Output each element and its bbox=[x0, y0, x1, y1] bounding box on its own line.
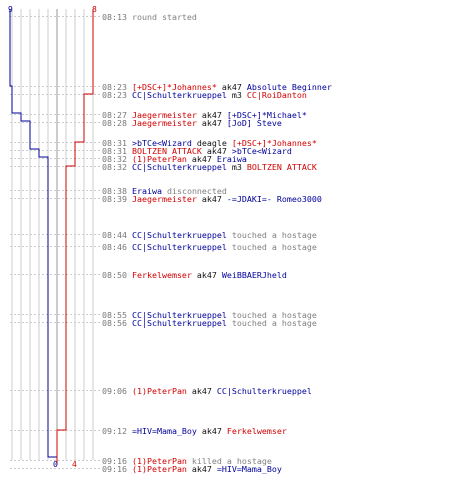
weapon-label: ak47 bbox=[216, 82, 247, 92]
player-name: >bTCe<Wizard bbox=[131, 138, 192, 148]
event-time: 08:50 bbox=[102, 270, 132, 280]
event-row: 09:16 (1)PeterPan killed a hostage bbox=[102, 457, 272, 465]
event-time: 08:46 bbox=[102, 242, 132, 252]
player-name: (1)PeterPan bbox=[131, 154, 187, 164]
player-name: Jaegermeister bbox=[131, 110, 197, 120]
red-team-line bbox=[56, 9, 94, 465]
player-name: Jaegermeister bbox=[131, 194, 197, 204]
player-name: Ferkelwemser bbox=[226, 426, 287, 436]
event-row: 08:39 Jaegermeister ak47 -=JDAKI=- Romeo… bbox=[102, 195, 322, 203]
player-name: =HIV=Mama_Boy bbox=[216, 464, 282, 474]
weapon-label: ak47 bbox=[186, 386, 217, 396]
blue-team-line bbox=[9, 9, 58, 465]
team-count-graph: 9 8 0 4 bbox=[8, 5, 100, 469]
blue-end-count: 0 bbox=[53, 460, 58, 469]
event-time: 08:23 bbox=[102, 90, 132, 100]
player-name: Ferkelwemser bbox=[131, 270, 192, 280]
weapon-label: m3 bbox=[226, 162, 247, 172]
event-row: 08:55 CC|Schulterkrueppel touched a host… bbox=[102, 311, 317, 319]
event-row: 08:32 (1)PeterPan ak47 Eraiwa bbox=[102, 155, 247, 163]
event-action: touched a hostage bbox=[226, 242, 317, 252]
weapon-label: deagle bbox=[191, 138, 232, 148]
event-action: touched a hostage bbox=[226, 230, 317, 240]
player-name: CC|Schulterkrueppel bbox=[131, 162, 227, 172]
player-name: BOLTZEN ATTACK bbox=[246, 162, 317, 172]
player-name: CC|Schulterkrueppel bbox=[131, 90, 227, 100]
event-row: 08:44 CC|Schulterkrueppel touched a host… bbox=[102, 231, 317, 239]
player-name: =HIV=Mama_Boy bbox=[131, 426, 197, 436]
event-row: 08:28 Jaegermeister ak47 [JoD] Steve bbox=[102, 119, 282, 127]
event-time: 09:12 bbox=[102, 426, 132, 436]
event-row: 08:50 Ferkelwemser ak47 WeiBBAERJheld bbox=[102, 271, 287, 279]
red-start-count: 8 bbox=[92, 5, 97, 14]
event-row: 09:16 (1)PeterPan ak47 =HIV=Mama_Boy bbox=[102, 465, 282, 473]
red-end-count: 4 bbox=[72, 460, 77, 469]
event-row: 08:13 round started bbox=[102, 13, 197, 21]
player-name: >bTCe<Wizard bbox=[231, 146, 292, 156]
weapon-label: ak47 bbox=[196, 194, 227, 204]
event-time: 08:23 bbox=[102, 82, 132, 92]
event-row: 08:31 >bTCe<Wizard deagle [+DSC+]*Johann… bbox=[102, 139, 317, 147]
event-time: 09:06 bbox=[102, 386, 132, 396]
player-name: [+DSC+]*Johannes* bbox=[231, 138, 317, 148]
weapon-label: ak47 bbox=[186, 464, 217, 474]
event-time: 08:55 bbox=[102, 310, 132, 320]
event-action: disconnected bbox=[161, 186, 227, 196]
player-name: (1)PeterPan bbox=[131, 456, 187, 466]
player-name: CC|Schulterkrueppel bbox=[131, 318, 227, 328]
event-time: 08:44 bbox=[102, 230, 132, 240]
event-time: 08:31 bbox=[102, 138, 132, 148]
player-name: CC|Schulterkrueppel bbox=[216, 386, 312, 396]
player-name: [+DSC+]*Michael* bbox=[226, 110, 307, 120]
player-name: CC|Schulterkrueppel bbox=[131, 310, 227, 320]
event-row: 09:06 (1)PeterPan ak47 CC|Schulterkruepp… bbox=[102, 387, 312, 395]
event-row: 09:12 =HIV=Mama_Boy ak47 Ferkelwemser bbox=[102, 427, 287, 435]
event-time: 09:16 bbox=[102, 464, 132, 474]
event-row: 08:27 Jaegermeister ak47 [+DSC+]*Michael… bbox=[102, 111, 307, 119]
event-time: 08:32 bbox=[102, 162, 132, 172]
player-name: -=JDAKI=- Romeo3000 bbox=[226, 194, 322, 204]
player-name: CC|Schulterkrueppel bbox=[131, 230, 227, 240]
player-name: CC|Schulterkrueppel bbox=[131, 242, 227, 252]
event-time: 08:39 bbox=[102, 194, 132, 204]
event-row: 08:23 [+DSC+]*Johannes* ak47 Absolute Be… bbox=[102, 83, 332, 91]
event-action: round started bbox=[131, 12, 197, 22]
player-name: BOLTZEN ATTACK bbox=[131, 146, 202, 156]
player-name: [JoD] Steve bbox=[226, 118, 282, 128]
event-action: touched a hostage bbox=[226, 318, 317, 328]
weapon-label: ak47 bbox=[196, 118, 227, 128]
event-time: 08:27 bbox=[102, 110, 132, 120]
event-row: 08:32 CC|Schulterkrueppel m3 BOLTZEN ATT… bbox=[102, 163, 317, 171]
weapon-label: ak47 bbox=[191, 270, 222, 280]
event-time: 08:31 bbox=[102, 146, 132, 156]
event-row: 08:38 Eraiwa disconnected bbox=[102, 187, 227, 195]
event-time: 09:16 bbox=[102, 456, 132, 466]
player-name: (1)PeterPan bbox=[131, 386, 187, 396]
weapon-label: ak47 bbox=[186, 154, 217, 164]
player-name: WeiBBAERJheld bbox=[221, 270, 287, 280]
weapon-label: ak47 bbox=[201, 146, 232, 156]
weapon-label: ak47 bbox=[196, 426, 227, 436]
event-action: touched a hostage bbox=[226, 310, 317, 320]
player-name: Eraiwa bbox=[131, 186, 162, 196]
player-name: Absolute Beginner bbox=[246, 82, 332, 92]
event-row: 08:31 BOLTZEN ATTACK ak47 >bTCe<Wizard bbox=[102, 147, 292, 155]
event-row: 08:56 CC|Schulterkrueppel touched a host… bbox=[102, 319, 317, 327]
weapon-label: m3 bbox=[226, 90, 247, 100]
event-action: killed a hostage bbox=[186, 456, 272, 466]
event-time: 08:32 bbox=[102, 154, 132, 164]
event-time: 08:28 bbox=[102, 118, 132, 128]
player-name: [+DSC+]*Johannes* bbox=[131, 82, 217, 92]
event-time: 08:56 bbox=[102, 318, 132, 328]
event-row: 08:46 CC|Schulterkrueppel touched a host… bbox=[102, 243, 317, 251]
player-name: Eraiwa bbox=[216, 154, 247, 164]
player-name: (1)PeterPan bbox=[131, 464, 187, 474]
event-time: 08:38 bbox=[102, 186, 132, 196]
player-name: CC|RoiDanton bbox=[246, 90, 307, 100]
weapon-label: ak47 bbox=[196, 110, 227, 120]
event-time: 08:13 bbox=[102, 12, 132, 22]
blue-start-count: 9 bbox=[8, 5, 13, 14]
player-name: Jaegermeister bbox=[131, 118, 197, 128]
event-row: 08:23 CC|Schulterkrueppel m3 CC|RoiDanto… bbox=[102, 91, 307, 99]
